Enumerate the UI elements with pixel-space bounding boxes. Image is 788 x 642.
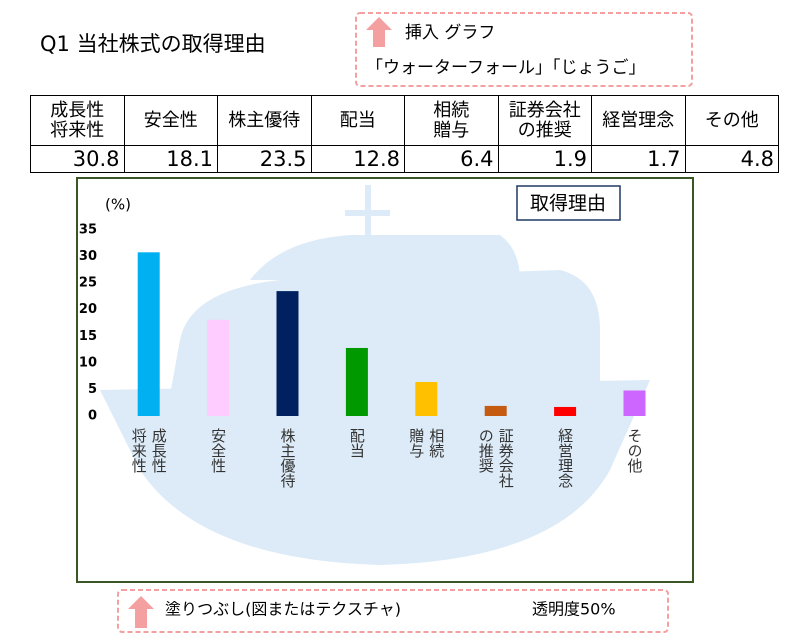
- x-tick-label: 安全性: [209, 428, 228, 473]
- y-tick-label: 10: [79, 355, 97, 370]
- y-tick-label: 30: [79, 249, 97, 264]
- x-tick-label: 配当: [347, 428, 366, 458]
- y-tick-label: 15: [79, 329, 97, 344]
- y-tick-label: 5: [88, 382, 97, 397]
- y-tick-label: 35: [79, 223, 97, 238]
- y-unit: (%): [105, 196, 131, 214]
- note-text: 透明度50%: [532, 600, 616, 619]
- x-tick-label: 株主優待: [278, 428, 297, 488]
- arrow-icon: [128, 596, 154, 628]
- table-value: 1.7: [591, 145, 686, 173]
- note-text: 塗りつぶし(図またはテクスチャ): [165, 600, 401, 619]
- table-header: 証券会社 の推奨: [497, 95, 592, 146]
- table-value: 4.8: [684, 145, 779, 173]
- chart-title-box: [516, 185, 621, 221]
- table-header: 安全性: [123, 95, 218, 146]
- bar: [484, 405, 507, 416]
- table-header: 配当: [310, 95, 405, 146]
- table-header: 経営理念: [591, 95, 686, 146]
- data-table: 成長性 将来性 安全性 株主優待 配当 相続 贈与 証券会社 の推奨 経営理念 その他 30.8…: [30, 95, 779, 173]
- table-value: 1.9: [497, 145, 592, 173]
- note-box: [355, 12, 693, 87]
- y-tick-label: 25: [79, 276, 97, 291]
- note-box: [117, 589, 669, 633]
- x-tick-label: その他: [625, 428, 644, 473]
- table-header: その他: [684, 95, 779, 146]
- bar: [207, 319, 230, 416]
- note-line: 「ウォーターフォール」「じょうご」: [366, 58, 645, 78]
- chart-title: 取得理由: [530, 193, 606, 215]
- table-header: 相続 贈与: [404, 95, 499, 146]
- bar: [137, 252, 160, 416]
- bar: [623, 390, 646, 416]
- arrow-icon: [366, 17, 392, 47]
- bar: [415, 381, 438, 416]
- table-value: 12.8: [310, 145, 405, 173]
- y-tick-label: 0: [88, 409, 97, 424]
- y-tick-label: 20: [79, 302, 97, 317]
- bar: [554, 406, 577, 416]
- table-value: 23.5: [217, 145, 312, 173]
- x-tick-label: 成長性 将来性: [129, 428, 168, 473]
- table-value: 6.4: [404, 145, 499, 173]
- table-value: 18.1: [123, 145, 218, 173]
- note-line: 挿入 グラフ: [405, 23, 495, 43]
- title: Q1 当社株式の取得理由: [40, 32, 266, 56]
- table-header: 株主優待: [217, 95, 312, 146]
- x-tick-label: 経営理念: [556, 428, 575, 488]
- x-tick-label: 証券会社 の推奨: [476, 428, 515, 488]
- table-header: 成長性 将来性: [30, 95, 125, 146]
- x-tick-label: 相続 贈与: [407, 428, 446, 458]
- table-value: 30.8: [30, 145, 125, 173]
- bar: [345, 347, 368, 416]
- bar: [276, 291, 299, 416]
